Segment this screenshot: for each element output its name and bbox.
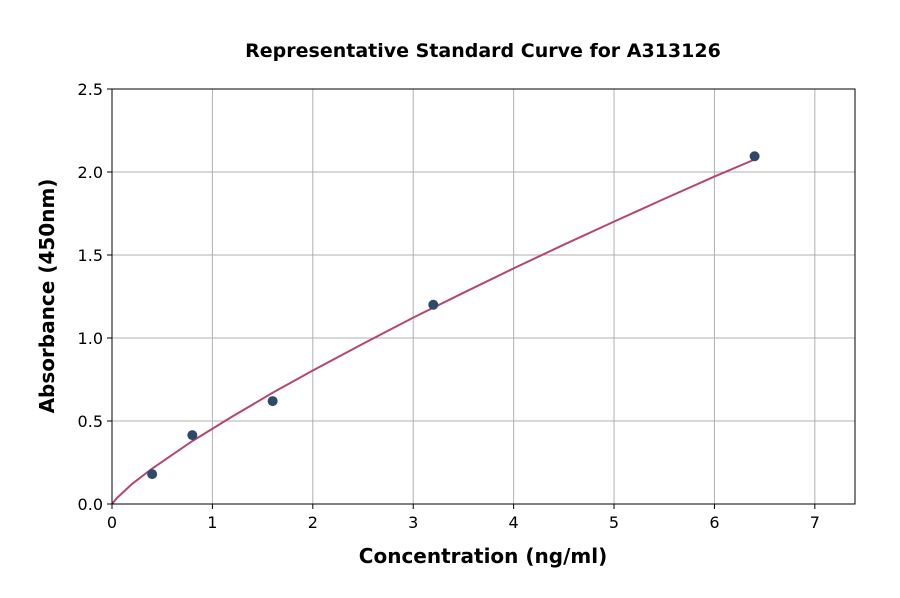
y-tick-label: 1.5 [78, 246, 103, 265]
y-tick-label: 1.0 [78, 329, 103, 348]
x-tick-label: 7 [810, 513, 820, 532]
chart-title: Representative Standard Curve for A31312… [245, 40, 721, 62]
x-tick-label: 1 [207, 513, 217, 532]
grid [111, 88, 855, 505]
x-axis-ticks: 0 1 2 3 4 5 6 7 [107, 504, 820, 532]
x-tick-label: 6 [709, 513, 719, 532]
x-tick-label: 2 [308, 513, 318, 532]
data-point [428, 299, 439, 310]
data-point [267, 396, 278, 407]
x-tick-label: 4 [509, 513, 519, 532]
data-point [749, 151, 760, 162]
x-axis-label: Concentration (ng/ml) [359, 544, 607, 568]
y-tick-label: 0.0 [78, 495, 103, 514]
plot-frame [111, 88, 856, 505]
fit-curve-line [111, 158, 755, 505]
y-tick-label: 2.5 [78, 80, 103, 99]
data-point [187, 430, 198, 441]
y-axis-label: Absorbance (450nm) [35, 179, 59, 414]
data-points [147, 151, 760, 480]
x-tick-label: 3 [408, 513, 418, 532]
y-axis-ticks: 0.0 0.5 1.0 1.5 2.0 2.5 [78, 80, 112, 514]
data-point [147, 469, 158, 480]
y-tick-label: 0.5 [78, 412, 103, 431]
x-tick-label: 0 [107, 513, 117, 532]
y-tick-label: 2.0 [78, 163, 103, 182]
x-tick-label: 5 [609, 513, 619, 532]
fit-curve-layer [111, 158, 755, 505]
